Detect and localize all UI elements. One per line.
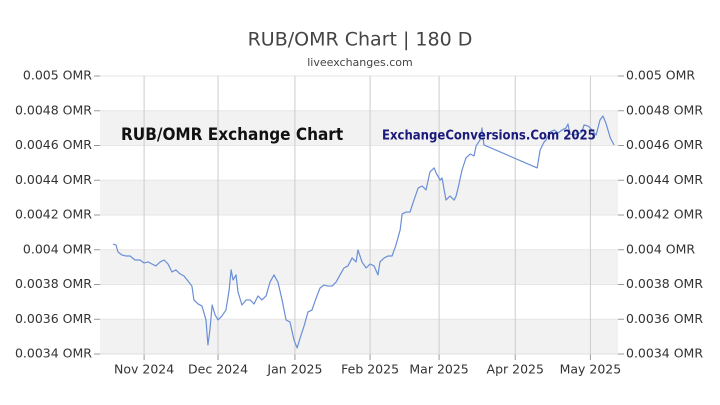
chart-title: RUB/OMR Chart | 180 D bbox=[248, 29, 473, 51]
grid-band bbox=[100, 180, 618, 215]
y2-tick-label: 0.0048 OMR bbox=[626, 102, 703, 117]
x-tick-label: Feb 2025 bbox=[341, 362, 399, 377]
x-tick-label: Nov 2024 bbox=[114, 362, 174, 377]
y2-tick-label: 0.004 OMR bbox=[626, 241, 695, 256]
y2-tick-label: 0.0042 OMR bbox=[626, 207, 703, 222]
annotation: ExchangeConversions.Com 2025 bbox=[382, 129, 596, 144]
y-tick-label: 0.0044 OMR bbox=[15, 172, 92, 187]
y2-tick-label: 0.0038 OMR bbox=[626, 276, 703, 291]
y2-tick-label: 0.005 OMR bbox=[626, 68, 695, 83]
plot-bands bbox=[100, 75, 618, 355]
annotation: RUB/OMR Exchange Chart bbox=[121, 125, 343, 145]
y-tick-label: 0.0034 OMR bbox=[15, 346, 92, 361]
y-tick-label: 0.0042 OMR bbox=[15, 207, 92, 222]
x-tick-label: Jan 2025 bbox=[266, 362, 322, 377]
x-tick-label: Dec 2024 bbox=[188, 362, 248, 377]
y2-tick-label: 0.0046 OMR bbox=[626, 137, 703, 152]
line-series bbox=[112, 115, 615, 349]
y-tick-label: 0.005 OMR bbox=[23, 68, 92, 83]
y-tick-label: 0.004 OMR bbox=[23, 241, 92, 256]
y-tick-label: 0.0038 OMR bbox=[15, 276, 92, 291]
y-tick-label: 0.0048 OMR bbox=[15, 102, 92, 117]
y2-tick-label: 0.0034 OMR bbox=[626, 346, 703, 361]
grid-band bbox=[100, 110, 618, 146]
x-tick-label: Apr 2025 bbox=[487, 362, 544, 377]
y-tick-label: 0.0046 OMR bbox=[15, 137, 92, 152]
x-tick-label: Mar 2025 bbox=[409, 362, 468, 377]
y-tick-label: 0.0036 OMR bbox=[15, 311, 92, 326]
grid-band bbox=[100, 319, 618, 354]
chart-subtitle: liveexchanges.com bbox=[307, 56, 412, 69]
y2-tick-label: 0.0036 OMR bbox=[626, 311, 703, 326]
y2-tick-label: 0.0044 OMR bbox=[626, 172, 703, 187]
x-tick-label: May 2025 bbox=[560, 362, 622, 377]
grid-band bbox=[100, 249, 618, 285]
